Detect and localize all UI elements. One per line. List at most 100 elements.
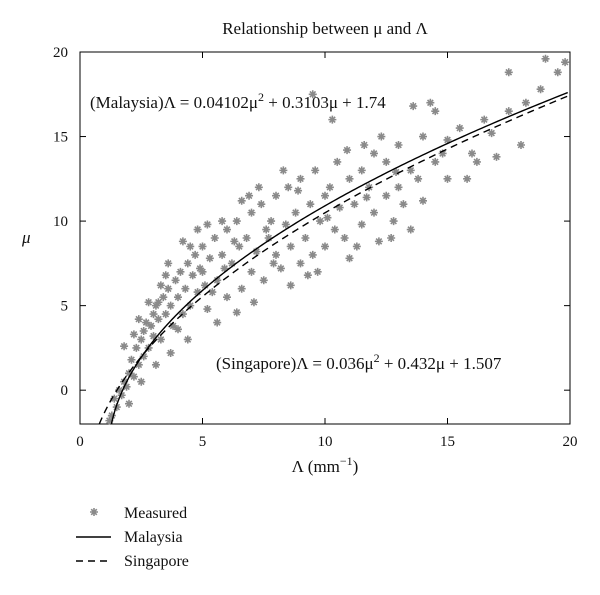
data-point — [203, 220, 212, 229]
data-point — [132, 343, 141, 352]
data-point — [188, 271, 197, 280]
data-point — [419, 196, 427, 205]
data-point — [536, 85, 545, 94]
data-point — [254, 183, 263, 192]
data-point — [357, 166, 366, 175]
data-point — [541, 54, 550, 63]
data-point — [156, 281, 165, 290]
data-point — [208, 288, 217, 297]
data-point — [438, 149, 447, 158]
data-point — [521, 98, 530, 107]
y-tick-label: 15 — [53, 130, 68, 146]
data-point — [223, 293, 231, 302]
x-tick-label: 15 — [440, 434, 455, 450]
data-point — [517, 141, 525, 149]
data-point — [419, 132, 427, 141]
data-point — [431, 157, 440, 166]
data-point — [308, 90, 317, 99]
legend-item-measured: Measured — [90, 505, 187, 522]
data-point — [235, 242, 244, 251]
data-point — [321, 242, 329, 251]
data-point — [308, 250, 317, 259]
data-point — [213, 318, 222, 327]
data-point — [247, 208, 256, 217]
data-point — [151, 360, 160, 369]
legend-marker-measured — [90, 508, 98, 516]
x-axis-ticks: 0 5 10 15 20 — [76, 52, 578, 450]
data-point — [156, 335, 165, 344]
data-point — [443, 135, 452, 144]
data-point — [345, 174, 354, 183]
data-point — [286, 242, 295, 251]
data-point — [492, 152, 501, 161]
data-point — [183, 259, 192, 268]
data-point — [269, 259, 278, 268]
data-point — [134, 315, 143, 324]
data-point — [296, 174, 305, 183]
data-point — [193, 225, 202, 234]
data-point — [154, 315, 163, 324]
data-point — [107, 411, 116, 420]
data-point — [105, 416, 114, 425]
data-point — [127, 355, 136, 364]
data-point — [237, 196, 246, 205]
singapore-equation: (Singapore)Λ = 0.036μ2 + 0.432μ + 1.507 — [216, 351, 502, 373]
data-point — [232, 308, 241, 317]
data-point — [468, 149, 476, 158]
data-point — [286, 281, 295, 290]
x-tick-label: 0 — [76, 434, 84, 450]
data-point — [151, 301, 160, 310]
data-point — [164, 259, 173, 268]
data-point — [357, 220, 366, 229]
data-point — [382, 157, 391, 166]
data-point — [291, 208, 300, 217]
data-point — [561, 58, 570, 67]
data-point — [335, 203, 344, 212]
data-point — [174, 293, 182, 302]
data-point — [227, 259, 236, 268]
x-tick-label: 20 — [563, 434, 578, 450]
data-point — [303, 271, 312, 280]
data-point — [186, 242, 195, 251]
data-point — [237, 284, 246, 293]
data-point — [414, 174, 423, 183]
data-point — [125, 399, 133, 408]
data-point — [110, 394, 119, 403]
data-point — [117, 391, 126, 400]
data-point — [125, 369, 133, 378]
y-tick-label: 20 — [53, 45, 68, 61]
data-point — [272, 191, 280, 200]
data-point — [431, 107, 440, 116]
data-point — [198, 242, 207, 251]
data-point — [311, 166, 320, 175]
data-point — [174, 325, 182, 334]
data-point — [161, 310, 170, 319]
data-point — [161, 271, 170, 280]
data-point — [149, 332, 158, 341]
data-point — [360, 141, 369, 149]
data-point — [343, 146, 352, 155]
data-point — [321, 191, 329, 200]
data-point — [183, 335, 192, 344]
data-point — [200, 281, 209, 290]
data-point — [245, 191, 254, 200]
data-point — [392, 168, 401, 177]
data-point — [306, 200, 315, 209]
data-point — [218, 250, 227, 259]
data-point — [249, 298, 258, 307]
data-point — [171, 276, 180, 285]
data-point — [144, 298, 153, 307]
data-point — [220, 264, 229, 273]
data-point — [316, 217, 325, 226]
data-point — [374, 237, 383, 246]
data-point — [294, 186, 303, 195]
data-point — [504, 68, 513, 77]
data-point — [166, 348, 175, 357]
legend: Measured Malaysia Singapore — [76, 505, 189, 570]
data-point — [406, 166, 415, 175]
data-point — [166, 301, 175, 310]
data-point — [330, 225, 339, 234]
x-tick-label: 10 — [318, 434, 333, 450]
legend-item-malaysia: Malaysia — [76, 529, 183, 546]
singapore-curve — [98, 95, 569, 425]
